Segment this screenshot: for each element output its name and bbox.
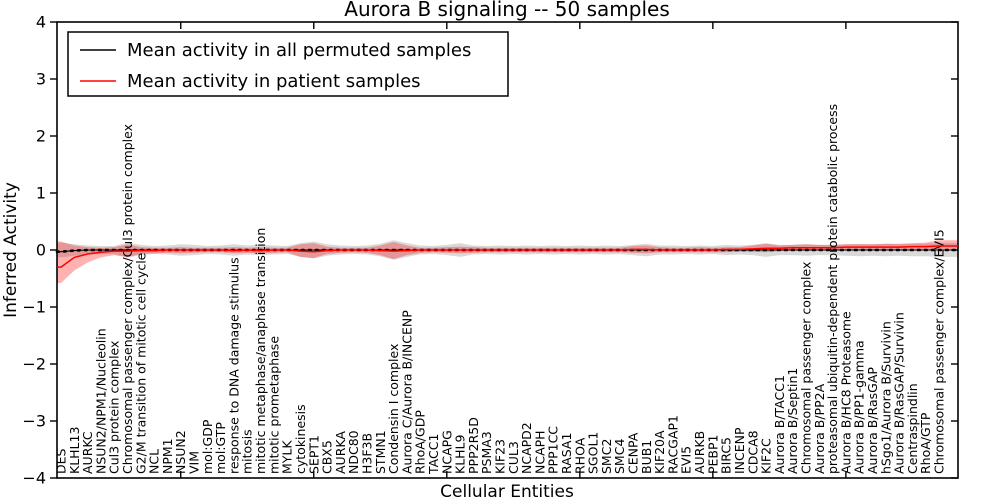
category-label: Aurora B/Septin1	[785, 368, 800, 474]
category-label: SMC4	[612, 439, 627, 474]
category-label: AURKA	[333, 431, 348, 474]
category-label: Chromosomal passenger complex/Cul3 prote…	[120, 124, 135, 474]
series-line-patient	[57, 245, 958, 268]
category-label: SGOL1	[586, 432, 601, 474]
category-label: RhoA/GDP	[413, 410, 428, 474]
y-tick-label: −4	[22, 469, 46, 488]
category-label: Aurora B/RasGAP/Survivin	[892, 312, 907, 474]
plot-lines-layer: 4 3 2 1 0 −1 −2 −3 −4	[22, 13, 960, 488]
category-label: NCAPD2	[519, 422, 534, 474]
y-tick-label: −3	[22, 412, 46, 431]
category-label: mol:GTP	[213, 422, 228, 474]
category-label: Centraspindlin	[905, 383, 920, 474]
y-tick-label: 3	[36, 70, 46, 89]
category-label: Aurora B/RasGAP	[865, 367, 880, 474]
category-label: mitotic metaphase/anaphase transition	[253, 228, 268, 474]
category-label: RASA1	[559, 433, 574, 474]
category-label: CDCA8	[745, 430, 760, 474]
category-label: Condensin I complex	[386, 344, 401, 474]
category-label: KIF20A	[652, 430, 667, 474]
category-label: NCL	[147, 449, 162, 474]
category-label: H3F3B	[359, 433, 374, 474]
category-label: mol:GDP	[200, 419, 215, 474]
category-label: VIM	[187, 451, 202, 474]
category-label: MYLK	[280, 440, 295, 474]
y-tick-label: 1	[36, 184, 46, 203]
category-label: KLHL13	[67, 427, 82, 474]
category-label: KLHL9	[453, 434, 468, 474]
x-axis-label: Cellular Entities	[440, 482, 574, 500]
category-label: STMN1	[373, 430, 388, 474]
category-label: RACGAP1	[665, 415, 680, 474]
category-label: KIF2C	[759, 438, 774, 474]
category-label: PPP1CC	[546, 426, 561, 474]
y-tick-label: 0	[36, 241, 46, 260]
category-label: PPP2R5D	[466, 417, 481, 474]
category-label: NSUN2	[173, 430, 188, 474]
category-label: EVI5	[679, 446, 694, 474]
category-label: Aurora B/PP1-gamma	[852, 340, 867, 474]
category-label: mitosis	[240, 429, 255, 474]
legend-label-patient: Mean activity in patient samples	[127, 71, 421, 92]
category-label: cytokinesis	[293, 404, 308, 474]
category-label: RhoA/GTP	[918, 412, 933, 474]
category-label: Aurora B/HC8 Proteasome	[838, 311, 853, 474]
y-tick-label: −2	[22, 355, 46, 374]
category-label: SEPT1	[306, 435, 321, 474]
category-label: AURKB	[692, 431, 707, 474]
category-label: INCENP	[732, 427, 747, 474]
category-label: Chromosomal passenger complex/EVI5	[932, 229, 947, 474]
category-label: SMC2	[599, 439, 614, 474]
category-label: Aurora C/Aurora B/INCENP	[399, 310, 414, 474]
category-label: NSUN2/NPM1/Nucleolin	[93, 328, 108, 474]
category-label: NDC80	[346, 430, 361, 474]
category-label: NCAPH	[532, 430, 547, 474]
category-label: Aurora B/TACC1	[772, 375, 787, 474]
category-label: AURKC	[80, 431, 95, 474]
y-tick-label: −1	[22, 298, 46, 317]
category-label: RHOA	[572, 437, 587, 474]
y-tick-label: 2	[36, 127, 46, 146]
category-label: CBX5	[320, 440, 335, 474]
y-tick-label: 4	[36, 13, 46, 32]
category-label: CUL3	[506, 441, 521, 474]
category-label: Aurora B/PP2A	[812, 383, 827, 474]
category-label: NPM1	[160, 438, 175, 474]
category-label: BUB1	[639, 440, 654, 474]
category-label: Chromosomal passenger complex	[798, 262, 813, 474]
category-label: PSMA3	[479, 431, 494, 474]
category-label: mitotic prometaphase	[266, 336, 281, 474]
category-label: BIRC5	[719, 437, 734, 474]
category-label: KIF23	[493, 439, 508, 474]
category-label: response to DNA damage stimulus	[226, 257, 241, 474]
legend-label-permuted: Mean activity in all permuted samples	[127, 40, 471, 61]
category-label: TACC1	[426, 434, 441, 475]
legend-box	[67, 31, 509, 97]
category-label: proteasomal ubiquitin-dependent protein …	[825, 104, 840, 474]
category-label: PEBP1	[705, 434, 720, 474]
y-axis-label: Inferred Activity	[1, 182, 21, 318]
legend: Mean activity in all permuted samples Me…	[67, 31, 509, 97]
category-label: G2/M transition of mitotic cell cycle	[133, 252, 148, 474]
category-label: hSgo1/Aurora B/Survivin	[878, 321, 893, 474]
category-label: Cul3 protein complex	[107, 341, 122, 474]
category-label: CENPA	[626, 432, 641, 474]
chart-title: Aurora B signaling -- 50 samples	[344, 0, 669, 21]
category-label: NCAPG	[439, 430, 454, 474]
